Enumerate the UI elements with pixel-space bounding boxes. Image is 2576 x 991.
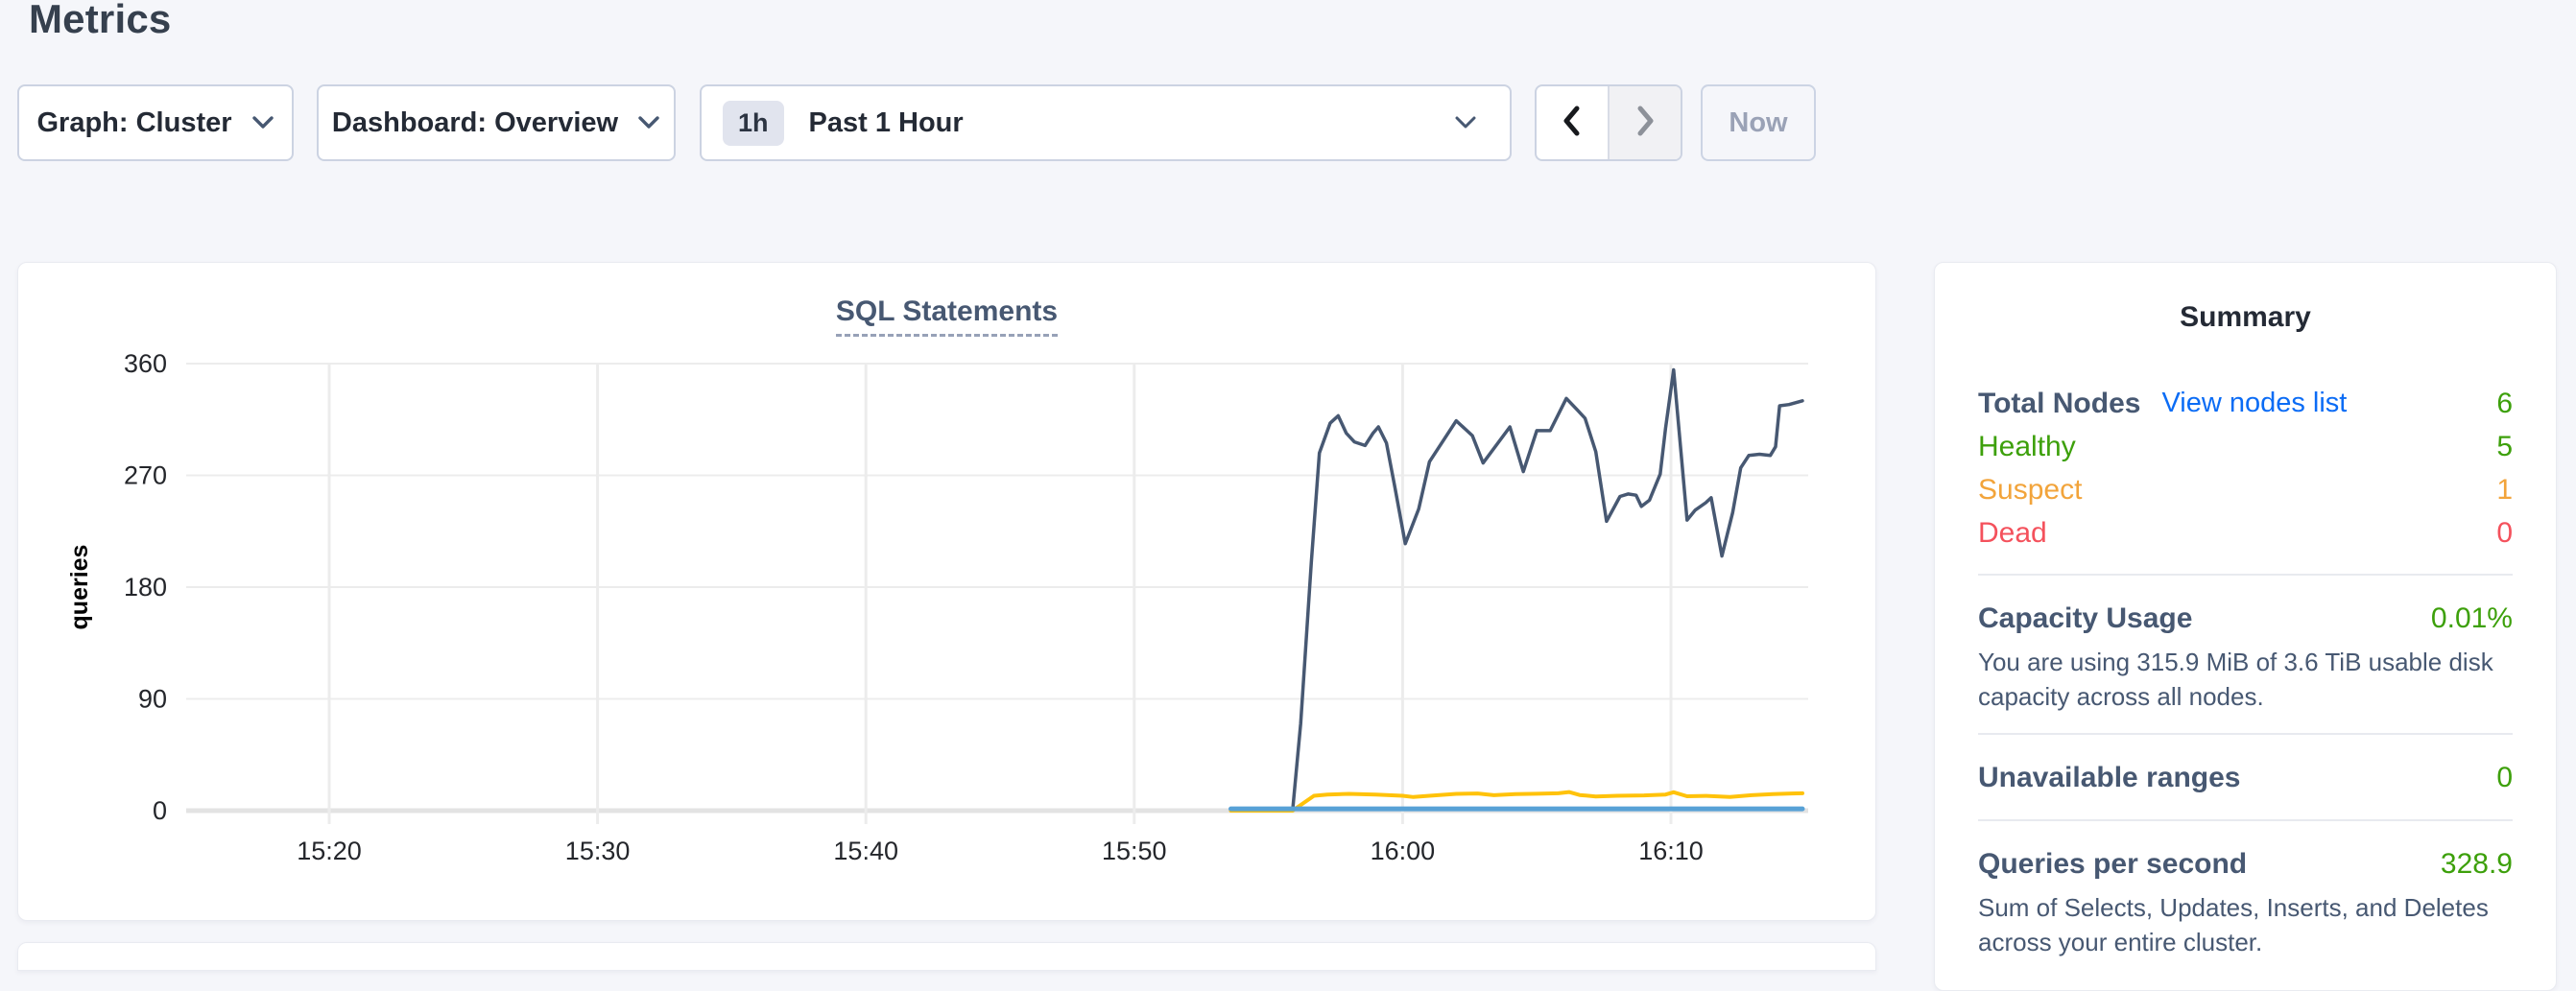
dead-value: 0 bbox=[2496, 516, 2513, 549]
svg-text:180: 180 bbox=[124, 573, 167, 602]
dead-label: Dead bbox=[1978, 516, 2047, 549]
queries-per-second-description: Sum of Selects, Updates, Inserts, and De… bbox=[1978, 893, 2489, 956]
next-interval-button[interactable] bbox=[1608, 86, 1681, 159]
svg-text:16:10: 16:10 bbox=[1638, 837, 1704, 865]
chart-title[interactable]: SQL Statements bbox=[18, 295, 1875, 337]
sql-statements-chart: 0 90 180 270 360 15:20 15:30 15:40 15:50 16:00 16:… bbox=[66, 349, 1808, 865]
dashboard-dropdown-label: Dashboard: Overview bbox=[331, 106, 619, 138]
chevron-left-icon bbox=[1558, 103, 1586, 144]
divider bbox=[1978, 574, 2513, 576]
chevron-right-icon bbox=[1631, 103, 1659, 144]
svg-text:0: 0 bbox=[153, 796, 167, 825]
time-range-selector[interactable]: 1h Past 1 Hour bbox=[700, 84, 1512, 161]
page-title: Metrics bbox=[29, 0, 172, 41]
sql-statements-chart-card: SQL Statements 0 90 180 270 360 15:20 15:30 15:… bbox=[17, 262, 1876, 921]
chevron-down-icon bbox=[637, 115, 660, 130]
svg-text:360: 360 bbox=[124, 349, 167, 378]
summary-panel: Summary Total Nodes View nodes list 6 He… bbox=[1934, 262, 2557, 991]
divider bbox=[1978, 733, 2513, 735]
svg-text:15:20: 15:20 bbox=[297, 837, 362, 865]
summary-title: Summary bbox=[2180, 301, 2311, 333]
healthy-nodes-row: Healthy 5 bbox=[1978, 425, 2513, 468]
unavailable-ranges-label: Unavailable ranges bbox=[1978, 762, 2241, 793]
svg-text:15:50: 15:50 bbox=[1102, 837, 1167, 865]
dashboard-dropdown[interactable]: Dashboard: Overview bbox=[317, 84, 676, 161]
total-nodes-label: Total Nodes bbox=[1978, 387, 2141, 419]
healthy-value: 5 bbox=[2496, 430, 2513, 462]
unavailable-ranges-row: Unavailable ranges 0 bbox=[1978, 756, 2513, 800]
view-nodes-list-link[interactable]: View nodes list bbox=[2161, 388, 2348, 418]
unavailable-ranges-value: 0 bbox=[2496, 762, 2513, 793]
svg-text:queries: queries bbox=[66, 545, 93, 630]
healthy-label: Healthy bbox=[1978, 430, 2076, 462]
chevron-down-icon bbox=[1454, 115, 1477, 130]
queries-per-second-label: Queries per second bbox=[1978, 848, 2248, 880]
queries-per-second-row: Queries per second 328.9 bbox=[1978, 842, 2513, 886]
graph-dropdown[interactable]: Graph: Cluster bbox=[17, 84, 294, 161]
capacity-usage-row: Capacity Usage 0.01% bbox=[1978, 597, 2513, 641]
suspect-nodes-row: Suspect 1 bbox=[1978, 468, 2513, 511]
now-button[interactable]: Now bbox=[1701, 84, 1816, 161]
next-chart-card bbox=[17, 942, 1876, 971]
queries-per-second-value: 328.9 bbox=[2440, 848, 2513, 880]
previous-interval-button[interactable] bbox=[1537, 86, 1608, 159]
total-nodes-value: 6 bbox=[2496, 387, 2513, 419]
graph-dropdown-label: Graph: Cluster bbox=[36, 106, 232, 138]
svg-text:270: 270 bbox=[124, 461, 167, 490]
capacity-usage-description: You are using 315.9 MiB of 3.6 TiB usabl… bbox=[1978, 648, 2493, 711]
capacity-usage-value: 0.01% bbox=[2430, 602, 2513, 634]
time-range-label: Past 1 Hour bbox=[808, 106, 964, 138]
suspect-label: Suspect bbox=[1978, 473, 2083, 506]
svg-text:16:00: 16:00 bbox=[1371, 837, 1436, 865]
svg-text:90: 90 bbox=[138, 685, 167, 714]
dead-nodes-row: Dead 0 bbox=[1978, 511, 2513, 554]
capacity-usage-label: Capacity Usage bbox=[1978, 602, 2193, 634]
suspect-value: 1 bbox=[2496, 473, 2513, 506]
time-step-buttons bbox=[1535, 84, 1682, 161]
svg-text:15:30: 15:30 bbox=[565, 837, 631, 865]
time-range-badge: 1h bbox=[723, 100, 784, 146]
svg-text:15:40: 15:40 bbox=[833, 837, 898, 865]
chevron-down-icon bbox=[251, 115, 274, 130]
total-nodes-row: Total Nodes View nodes list 6 bbox=[1978, 382, 2513, 425]
divider bbox=[1978, 819, 2513, 821]
